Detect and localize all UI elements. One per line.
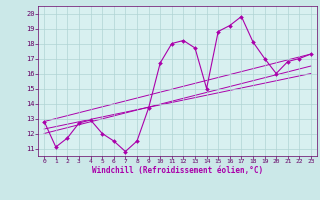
X-axis label: Windchill (Refroidissement éolien,°C): Windchill (Refroidissement éolien,°C) xyxy=(92,166,263,175)
